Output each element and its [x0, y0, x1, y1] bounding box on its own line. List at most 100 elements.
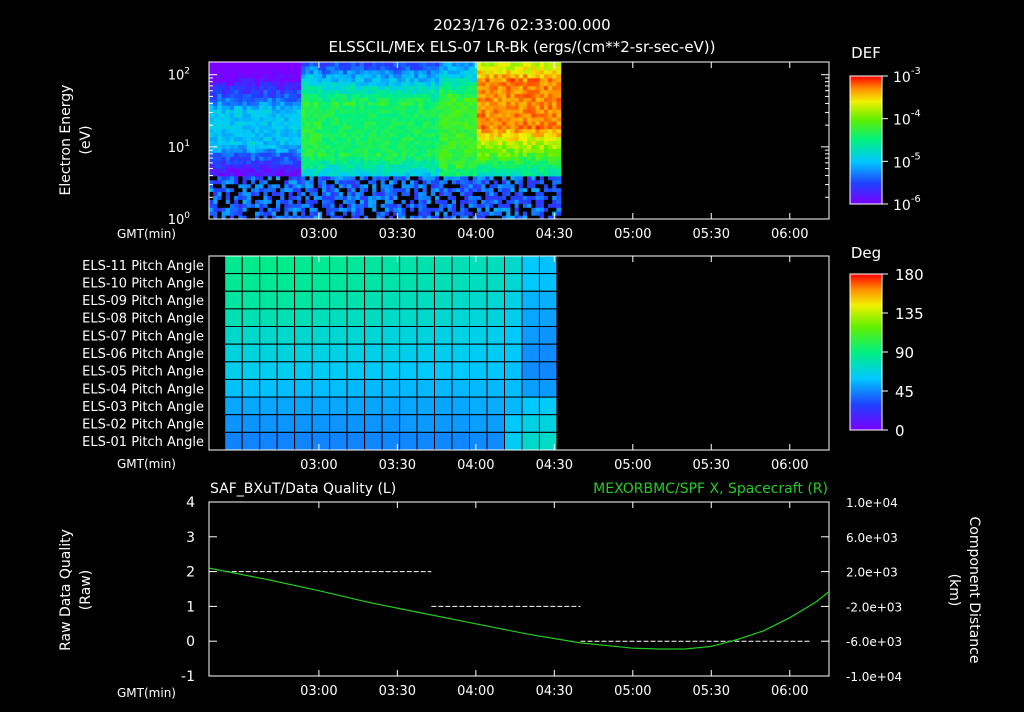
- spectrogram-cell: [464, 207, 470, 212]
- spectrogram-cell: [414, 113, 419, 118]
- spectrogram-cell: [522, 175, 528, 181]
- spectrogram-cell: [485, 89, 491, 94]
- spectrogram-cell: [238, 175, 244, 181]
- spectrogram-cell: [271, 171, 277, 177]
- spectrogram-cell: [317, 124, 323, 130]
- spectrogram-cell: [217, 101, 223, 106]
- spectrogram-cell: [464, 128, 470, 134]
- spectrogram-cell: [292, 211, 298, 216]
- spectrogram-cell: [359, 73, 365, 79]
- spectrogram-cell: [355, 113, 361, 118]
- spectrogram-cell: [481, 65, 486, 71]
- spectrogram-cell: [489, 128, 495, 134]
- spectrogram-cell: [322, 101, 327, 106]
- spectrogram-cell: [401, 215, 407, 220]
- spectrogram-cell: [229, 81, 235, 87]
- spectrogram-cell: [225, 215, 231, 220]
- spectrogram-cell: [497, 89, 503, 94]
- spectrogram-cell: [305, 140, 311, 145]
- spectrogram-cell: [322, 168, 327, 173]
- spectrogram-cell: [472, 195, 478, 200]
- spectrogram-cell: [502, 171, 507, 177]
- spectrogram-cell: [238, 140, 244, 145]
- spectrogram-cell: [309, 187, 315, 193]
- spectrogram-cell: [510, 171, 516, 177]
- spectrogram-cell: [447, 113, 453, 118]
- spectrogram-cell: [514, 156, 520, 161]
- spectrogram-cell: [267, 171, 273, 177]
- spectrogram-cell: [363, 160, 369, 165]
- spectrogram-cell: [527, 179, 532, 185]
- spectrogram-cell: [355, 136, 361, 142]
- spectrogram-cell: [518, 171, 524, 177]
- pitch-cell: [469, 273, 488, 292]
- spectrogram-cell: [242, 128, 248, 134]
- spectrogram-cell: [280, 171, 285, 177]
- spectrogram-cell: [326, 113, 331, 118]
- spectrogram-cell: [296, 215, 302, 220]
- spectrogram-cell: [284, 132, 290, 138]
- spectrogram-cell: [447, 109, 453, 114]
- spectrogram-cell: [456, 136, 461, 142]
- spectrogram-cell: [209, 199, 214, 204]
- spectrogram-cell: [234, 128, 239, 134]
- pitch-cell: [486, 273, 505, 292]
- spectrogram-cell: [502, 179, 507, 185]
- pitch-cell: [486, 326, 505, 345]
- spectrogram-cell: [255, 97, 260, 102]
- spectrogram-cell: [460, 81, 465, 87]
- spectrogram-cell: [368, 156, 373, 161]
- spectrogram-cell: [255, 140, 260, 145]
- spectrogram-cell: [246, 144, 252, 149]
- spectrogram-cell: [430, 175, 436, 181]
- spectrogram-cell: [326, 85, 331, 91]
- spectrogram-cell: [535, 97, 541, 102]
- pitch-cell: [434, 361, 453, 380]
- spectrogram-cell: [355, 183, 361, 189]
- spectrogram-cell: [338, 132, 344, 138]
- spectrogram-cell: [234, 164, 239, 169]
- spectrogram-cell: [313, 128, 319, 134]
- spectrogram-cell: [242, 132, 248, 138]
- spectrogram-cell: [225, 195, 231, 200]
- spectrogram-cell: [535, 93, 541, 98]
- spectrogram-cell: [280, 97, 285, 102]
- spectrogram-cell: [342, 105, 348, 110]
- spectrogram-cell: [209, 73, 214, 79]
- spectrogram-cell: [506, 62, 511, 67]
- x-tick-label: 03:30: [379, 684, 416, 699]
- pitch-cell: [486, 396, 505, 416]
- spectrogram-cell: [543, 124, 549, 130]
- spectrogram-cell: [263, 164, 269, 169]
- spectrogram-cell: [217, 62, 223, 67]
- spectrogram-cell: [355, 164, 361, 169]
- spectrogram-cell: [368, 89, 373, 94]
- spectrogram-cell: [372, 73, 377, 79]
- spectrogram-cell: [288, 199, 294, 204]
- spectrogram-cell: [418, 73, 424, 79]
- spectrogram-cell: [435, 175, 440, 181]
- spectrogram-cell: [221, 132, 227, 138]
- spectrogram-cell: [393, 136, 398, 142]
- spectrogram-cell: [317, 160, 323, 165]
- spectrogram-cell: [468, 128, 474, 134]
- spectrogram-cell: [405, 136, 411, 142]
- spectrogram-cell: [229, 195, 235, 200]
- pitch-row-label: ELS-05 Pitch Angle: [82, 365, 204, 380]
- spectrogram-cell: [238, 97, 244, 102]
- spectrogram-cell: [334, 136, 340, 142]
- spectrogram-cell: [485, 73, 491, 79]
- spectrogram-cell: [342, 215, 348, 220]
- spectrogram-cell: [359, 120, 365, 126]
- spectrogram-cell: [330, 168, 336, 173]
- spectrogram-cell: [326, 101, 331, 106]
- spectrogram-cell: [472, 132, 478, 138]
- spectrogram-cell: [259, 136, 264, 142]
- spectrogram-cell: [401, 175, 407, 181]
- spectrogram-cell: [556, 183, 562, 189]
- spectrogram-cell: [229, 89, 235, 94]
- spectrogram-cell: [326, 136, 331, 142]
- spectrogram-cell: [263, 120, 269, 126]
- spectrogram-cell: [271, 105, 277, 110]
- spectrogram-cell: [543, 73, 549, 79]
